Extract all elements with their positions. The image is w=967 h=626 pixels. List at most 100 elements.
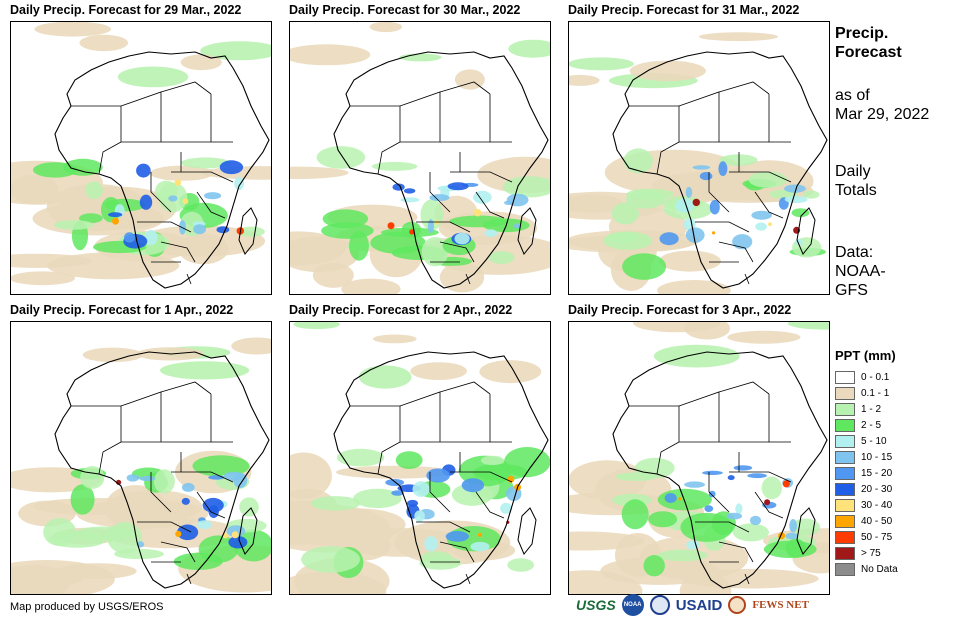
- moderate-rain-area: [488, 251, 515, 264]
- usgs-logo: USGS: [576, 597, 616, 613]
- country-border: [439, 541, 475, 563]
- moderate-rain-area: [239, 497, 259, 517]
- noaa-logo: NOAA: [621, 594, 644, 616]
- moderate-rain-area: [322, 209, 369, 229]
- heavy-rain-area: [126, 474, 140, 482]
- country-border: [160, 241, 196, 263]
- sidebar-title: Precip. Forecast: [835, 24, 902, 62]
- country-border: [754, 491, 784, 519]
- legend-label: 0 - 0.1: [861, 371, 890, 383]
- legend-swatch: [835, 450, 855, 464]
- heavy-rain-area: [699, 172, 713, 181]
- heavy-rain-area: [686, 540, 700, 550]
- heavy-rain-area: [702, 470, 723, 475]
- intense-rain-cell: [782, 480, 790, 488]
- country-border: [489, 94, 512, 143]
- moderate-rain-area: [803, 190, 820, 199]
- country-border: [350, 105, 401, 142]
- precip-map: [289, 21, 551, 295]
- heavy-rain-area: [484, 229, 498, 238]
- country-border: [171, 471, 234, 483]
- country-border: [429, 172, 451, 213]
- moderate-rain-area: [192, 455, 250, 477]
- legend-swatch: [835, 514, 855, 528]
- heavy-rain-area: [447, 182, 469, 191]
- country-border: [416, 221, 471, 233]
- heavy-rain-area: [751, 210, 772, 220]
- heavy-rain-area: [445, 531, 469, 542]
- moderate-rain-area: [153, 469, 175, 494]
- country-border: [718, 381, 770, 395]
- sidebar-title-line1: Precip.: [835, 25, 889, 42]
- light-rain-area: [290, 571, 387, 594]
- heavy-rain-area: [196, 520, 213, 529]
- heavy-rain-area: [727, 475, 735, 481]
- light-rain-area: [290, 44, 371, 66]
- madagascar-outline: [517, 207, 537, 255]
- heavy-rain-area: [400, 197, 420, 203]
- heavy-rain-area: [108, 212, 123, 218]
- country-border: [718, 241, 754, 263]
- africa-outline: [612, 51, 828, 289]
- country-border: [718, 541, 754, 563]
- legend-swatch: [835, 466, 855, 480]
- moderate-rain-area: [336, 448, 385, 467]
- moderate-rain-area: [32, 162, 78, 178]
- country-border: [150, 172, 172, 213]
- moderate-rain-area: [80, 466, 105, 489]
- intense-rain-cell: [182, 198, 189, 205]
- light-rain-area: [160, 361, 250, 380]
- country-border: [196, 191, 226, 219]
- legend-label: 20 - 30: [861, 483, 893, 495]
- moderate-rain-area: [507, 558, 535, 572]
- country-border: [465, 573, 471, 585]
- sidebar-asof: as of Mar 29, 2022: [835, 86, 929, 124]
- precip-map: [568, 21, 830, 295]
- heavy-rain-area: [659, 232, 679, 246]
- country-border: [678, 91, 720, 142]
- heavy-rain-area: [704, 505, 714, 512]
- daily-line1: Daily: [835, 163, 871, 180]
- light-rain-area: [79, 34, 129, 52]
- light-rain-area: [200, 41, 271, 61]
- light-rain-area: [658, 250, 721, 272]
- legend-swatch: [835, 434, 855, 448]
- country-border: [744, 573, 750, 585]
- heavy-rain-area: [755, 222, 767, 231]
- country-border: [768, 94, 791, 143]
- light-rain-area: [372, 334, 417, 344]
- legend-swatch: [835, 546, 855, 560]
- heavy-rain-area: [181, 482, 195, 492]
- light-rain-area: [569, 74, 600, 86]
- data-line2: NOAA-: [835, 263, 886, 280]
- africa-outline: [333, 351, 549, 589]
- legend: PPT (mm) 0 - 0.1 0.1 - 1 1 - 2 2 - 5 5 - 10 1…: [835, 348, 898, 577]
- light-rain-area: [369, 22, 402, 33]
- moderate-rain-area: [502, 176, 550, 198]
- light-rain-area: [82, 347, 143, 363]
- country-border: [475, 491, 505, 519]
- heavy-rain-area: [733, 465, 753, 471]
- heavy-rain-area: [470, 541, 490, 552]
- intense-rain-cell: [692, 198, 700, 207]
- light-rain-area: [150, 165, 214, 181]
- moderate-rain-area: [395, 451, 423, 469]
- heavy-rain-area: [500, 502, 513, 514]
- legend-label: 2 - 5: [861, 419, 882, 431]
- heavy-rain-area: [414, 510, 425, 522]
- daily-line2: Totals: [835, 182, 877, 199]
- legend-label: 1 - 2: [861, 403, 882, 415]
- heavy-rain-area: [684, 481, 705, 488]
- data-line1: Data:: [835, 244, 874, 261]
- light-rain-area: [293, 322, 340, 330]
- heavy-rain-area: [785, 532, 798, 540]
- fewsnet-globe-icon: [728, 596, 747, 614]
- country-border: [350, 405, 401, 442]
- moderate-rain-area: [748, 171, 788, 188]
- light-rain-area: [399, 53, 442, 62]
- moderate-rain-area: [680, 512, 733, 542]
- heavy-rain-area: [427, 219, 434, 234]
- map-canvas: [290, 22, 550, 294]
- country-border: [729, 171, 792, 183]
- madagascar-outline: [238, 507, 258, 555]
